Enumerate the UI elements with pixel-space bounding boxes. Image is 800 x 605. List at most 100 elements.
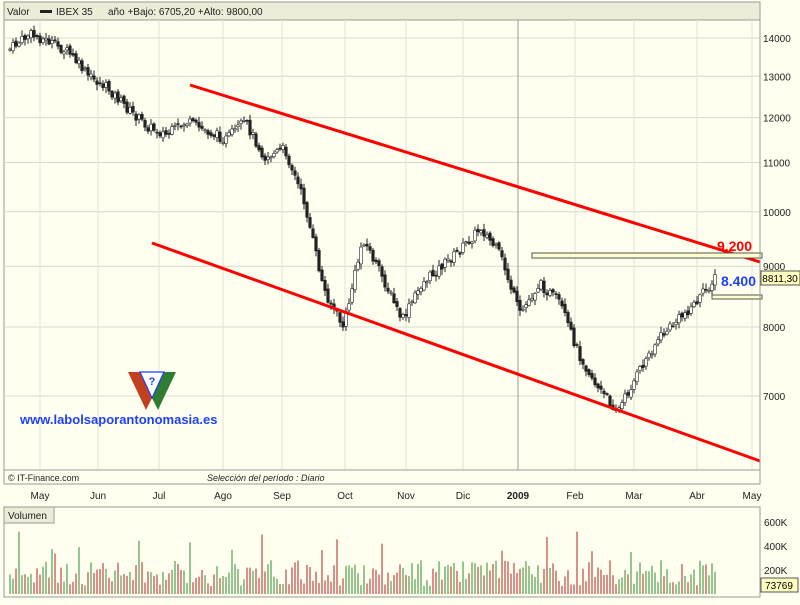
candle-body: [311, 228, 315, 238]
candle-body: [458, 252, 462, 255]
candle-body: [398, 308, 402, 318]
date-tick-label: 2009: [507, 491, 530, 502]
candle-body: [434, 274, 438, 277]
last-price-label: 8811,30: [762, 274, 798, 285]
candle-body: [659, 332, 663, 341]
candle-body: [341, 321, 345, 328]
candle-body: [176, 123, 180, 125]
candle-body: [563, 303, 567, 314]
candle-body: [362, 244, 366, 247]
price-tick-label: 7000: [763, 392, 786, 403]
candle-body: [473, 229, 477, 242]
candle-body: [38, 35, 42, 44]
candle-body: [374, 259, 378, 263]
price-axis: 14000 13000 12000 11000 10000 9000 8000 7000: [763, 34, 791, 403]
candle-body: [368, 246, 372, 251]
candle-body: [713, 274, 717, 286]
candle-body: [167, 132, 171, 135]
candle-body: [539, 280, 543, 290]
candle-body: [440, 263, 444, 270]
candle-body: [209, 132, 213, 136]
candle-body: [641, 364, 645, 368]
candle-body: [314, 236, 318, 252]
candle-body: [197, 122, 201, 128]
candle-body: [542, 280, 546, 294]
candle-body: [323, 279, 327, 291]
candle-body: [386, 287, 390, 292]
candle-body: [356, 261, 360, 270]
candle-body: [572, 327, 576, 347]
candle-body: [221, 142, 225, 144]
candle-body: [689, 306, 693, 314]
candle-body: [380, 266, 384, 277]
candle-body: [662, 333, 666, 336]
candle-body: [464, 241, 468, 244]
candle-body: [263, 155, 267, 161]
range-text: año +Bajo: 6705,20 +Alto: 9800,00: [108, 7, 263, 18]
candle-body: [161, 131, 165, 139]
candle-body: [326, 288, 330, 303]
candle-body: [656, 339, 660, 345]
candle-body: [500, 250, 504, 258]
candle-body: [593, 377, 597, 386]
candle-body: [599, 385, 603, 390]
candle-body: [257, 145, 261, 151]
candle-body: [545, 292, 549, 296]
volume-title: Volumen: [8, 511, 47, 522]
candle-body: [695, 301, 699, 305]
candle-body: [254, 133, 258, 147]
candle-body: [584, 365, 588, 372]
candle-body: [170, 126, 174, 135]
candle-body: [284, 146, 288, 157]
candle-body: [377, 260, 381, 267]
candle-body: [629, 389, 633, 398]
resistance-label: 9.200: [717, 238, 752, 254]
candle-body: [353, 270, 357, 291]
candle-body: [395, 301, 399, 308]
period-text: Selección del período : Diario: [207, 473, 325, 483]
candle-body: [308, 217, 312, 228]
series-name: IBEX 35: [56, 7, 93, 18]
date-tick-label: May: [743, 491, 762, 502]
price-grid: [4, 20, 760, 470]
candle-body: [146, 127, 150, 132]
candle-body: [17, 42, 21, 47]
candle-body: [383, 274, 387, 288]
candle-body: [605, 393, 609, 395]
candle-body: [233, 128, 237, 131]
candle-body: [77, 59, 81, 65]
candle-body: [44, 37, 48, 41]
candle-body: [455, 249, 459, 252]
candlestick-series: [8, 25, 717, 413]
candle-body: [626, 392, 630, 396]
candle-body: [578, 346, 582, 361]
candle-body: [281, 145, 285, 150]
candle-body: [596, 383, 600, 389]
candle-body: [389, 291, 393, 294]
candle-body: [404, 314, 408, 317]
candle-body: [512, 287, 516, 293]
candle-body: [68, 45, 72, 55]
candle-body: [461, 242, 465, 253]
candle-body: [566, 312, 570, 324]
candle-body: [470, 241, 474, 244]
candle-body: [173, 125, 177, 127]
candle-body: [371, 249, 375, 262]
volume-title-box: [3, 506, 55, 524]
copyright-text: © IT-Finance.com: [8, 473, 79, 483]
candle-body: [50, 40, 54, 44]
date-tick-label: Oct: [337, 491, 353, 502]
date-tick-label: May: [31, 491, 50, 502]
candle-body: [71, 53, 75, 56]
candle-body: [305, 202, 309, 218]
candle-body: [581, 359, 585, 365]
candle-body: [86, 67, 90, 76]
date-tick-label: Ago: [214, 491, 232, 502]
candle-body: [131, 106, 135, 113]
candle-body: [479, 230, 483, 234]
price-tick-label: 10000: [763, 208, 791, 219]
candle-body: [698, 294, 702, 303]
upper-channel-trendline: [189, 83, 761, 264]
date-tick-label: Sep: [273, 491, 291, 502]
candle-body: [203, 129, 207, 132]
